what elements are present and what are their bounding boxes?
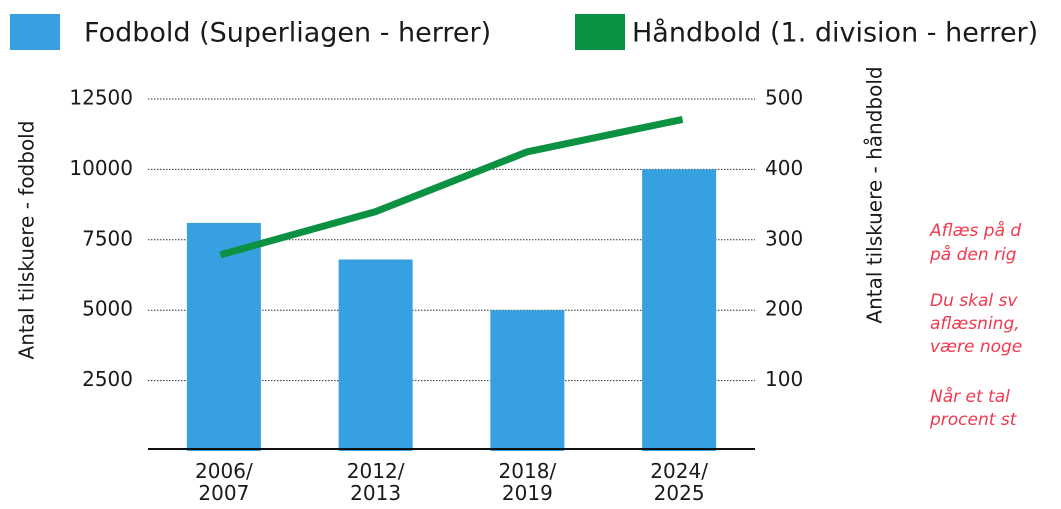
y2-tick-label: 100 [765,367,803,391]
legend-label: Håndbold (1. division - herrer) [632,18,1038,49]
y2-tick-label: 400 [765,156,803,180]
bar [642,169,717,451]
y2-tick-label: 500 [765,86,803,110]
annotation: på den rig [929,244,1017,265]
y2-tick-label: 300 [765,226,803,250]
annotation: være noge [930,337,1022,357]
x-tick-label: 2018/2019 [499,459,557,505]
annotation: Aflæs på d [929,220,1021,241]
annotation: procent st [929,410,1018,430]
annotation: Du skal sv [930,291,1018,311]
annotation: Når et tal [930,386,1010,407]
x-tick-label: 2006/2007 [195,459,253,505]
y-tick-label: 2500 [82,367,133,391]
legend-swatch [575,14,625,50]
x-tick-label: 2012/2013 [347,459,405,505]
y-tick-label: 7500 [82,226,133,250]
y2-axis-label: Antal tilskuere - håndbold [863,66,887,323]
y-tick-label: 12500 [69,86,133,110]
bar [186,222,261,451]
legend-swatch [10,14,60,50]
line [219,115,684,259]
legend-label: Fodbold (Superliagen - herrer) [84,18,491,49]
y-axis-label: Antal tilskuere - fodbold [15,121,39,360]
annotation: aflæsning, [930,314,1020,334]
bar [490,310,565,451]
bar [338,259,413,451]
y-tick-label: 5000 [82,297,133,321]
x-tick-label: 2024/2025 [650,459,708,505]
y-tick-label: 10000 [69,156,133,180]
y2-tick-label: 200 [765,297,803,321]
